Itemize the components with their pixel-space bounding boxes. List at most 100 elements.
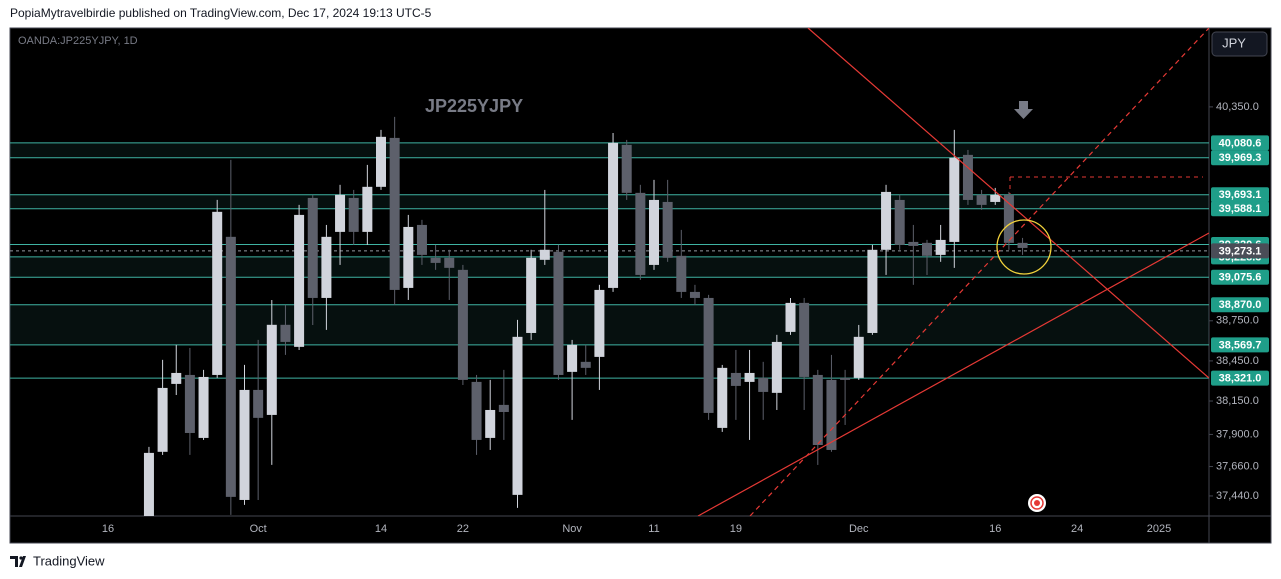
candle-body xyxy=(539,249,550,260)
x-tick-label: 11 xyxy=(648,523,659,535)
publish-header: PopiaMytravelbirdie published on Trading… xyxy=(10,6,432,20)
candle-body xyxy=(212,211,223,375)
target-icon xyxy=(1034,500,1040,506)
candle-body xyxy=(157,387,168,452)
candle-body xyxy=(744,372,755,382)
candles xyxy=(143,116,1028,516)
candle-body xyxy=(689,291,700,298)
candle-body xyxy=(621,144,632,193)
footer-logo xyxy=(10,556,26,567)
x-tick-label: 14 xyxy=(375,523,387,535)
footer-brand: TradingView xyxy=(33,553,105,568)
level-tag xyxy=(1211,201,1269,217)
candle-body xyxy=(771,341,782,393)
candle-body xyxy=(1003,194,1014,243)
candle-body xyxy=(416,224,427,255)
x-tick-label: 22 xyxy=(457,523,469,535)
y-tick-label: 38,150.0 xyxy=(1216,395,1259,407)
candle-body xyxy=(444,257,455,268)
candle-body xyxy=(662,201,673,258)
y-tick-label: 37,440.0 xyxy=(1216,490,1259,502)
chart-panel xyxy=(9,27,1272,544)
x-tick-label: Oct xyxy=(250,523,267,535)
candle-body xyxy=(676,255,687,292)
level-tag-label: 40,080.6 xyxy=(1219,137,1262,149)
trend-line xyxy=(807,28,1209,379)
level-tag xyxy=(1211,135,1269,151)
level-zone xyxy=(10,304,1209,345)
candle-body xyxy=(635,192,646,275)
x-tick-label: Nov xyxy=(562,523,582,535)
level-tag xyxy=(1211,337,1269,353)
x-tick-label: 19 xyxy=(730,523,742,535)
candle-body xyxy=(307,197,318,298)
candle-body xyxy=(526,257,537,333)
watermark: JP225YJPY xyxy=(425,96,523,116)
candle-body xyxy=(335,194,346,232)
level-tag-label: 39,075.6 xyxy=(1219,272,1262,284)
candle-body xyxy=(962,154,973,200)
candle-body xyxy=(949,157,960,242)
candle-body xyxy=(758,377,769,392)
x-tick-label: 24 xyxy=(1071,523,1083,535)
level-tag xyxy=(1211,297,1269,313)
candle-body xyxy=(280,324,291,342)
candle-body xyxy=(853,336,864,378)
candle-body xyxy=(294,214,305,347)
level-tag xyxy=(1211,150,1269,166)
candle-body xyxy=(867,249,878,333)
trend-line xyxy=(697,232,1209,516)
candle-body xyxy=(990,194,1001,202)
currency-button[interactable] xyxy=(1211,31,1268,57)
candle-body xyxy=(812,374,823,446)
candle-body xyxy=(717,367,728,428)
x-tick-label: 16 xyxy=(989,523,1001,535)
candle-body xyxy=(799,302,810,377)
candle-body xyxy=(498,404,509,412)
candle-body xyxy=(171,372,182,384)
last-price-tag-label: 39,273.1 xyxy=(1219,245,1262,257)
candle-body xyxy=(785,302,796,332)
candle-body xyxy=(253,389,264,418)
candle-body xyxy=(567,344,578,372)
candle-body xyxy=(376,136,386,187)
level-tag-label: 38,870.0 xyxy=(1219,299,1262,311)
candle-body xyxy=(881,191,892,250)
candle-body xyxy=(594,289,605,357)
logo-mark xyxy=(19,556,23,560)
last-price-tag xyxy=(1211,243,1269,259)
candle-body xyxy=(239,389,250,500)
candle-body xyxy=(143,452,154,516)
candle-body xyxy=(403,226,414,288)
y-tick-label: 38,450.0 xyxy=(1216,355,1259,367)
candle-body xyxy=(457,269,468,380)
candle-body xyxy=(184,374,195,433)
logo-mark xyxy=(10,556,26,567)
candle-body xyxy=(348,197,359,232)
candle-body xyxy=(908,241,919,246)
level-tag xyxy=(1211,269,1269,285)
symbol-label: OANDA:JP225YJPY, 1D xyxy=(18,35,138,47)
level-tag-label: 39,969.3 xyxy=(1219,152,1262,164)
candle-body xyxy=(922,242,932,256)
candle-body xyxy=(512,336,523,495)
y-tick-label: 37,660.0 xyxy=(1216,460,1259,472)
x-tick-label: Dec xyxy=(849,523,869,535)
y-tick-label: 40,350.0 xyxy=(1216,101,1259,113)
dashed-trend-line xyxy=(749,28,1209,516)
candle-body xyxy=(580,361,591,368)
candle-body xyxy=(703,297,714,413)
currency-label[interactable]: JPY xyxy=(1222,35,1246,50)
highlight-circle xyxy=(996,219,1052,275)
level-tag xyxy=(1211,370,1269,386)
y-tick-label: 38,750.0 xyxy=(1216,315,1259,327)
level-tag-label: 38,569.7 xyxy=(1219,339,1262,351)
level-tag-label: 39,588.1 xyxy=(1219,203,1262,215)
target-icon xyxy=(1030,496,1044,510)
candle-body xyxy=(894,199,905,245)
candle-body xyxy=(266,324,277,415)
level-tag-label: 38,321.0 xyxy=(1219,373,1262,385)
level-tag-label: 39,693.1 xyxy=(1219,189,1262,201)
candle-body xyxy=(730,372,741,386)
arrow-down xyxy=(1014,101,1033,119)
